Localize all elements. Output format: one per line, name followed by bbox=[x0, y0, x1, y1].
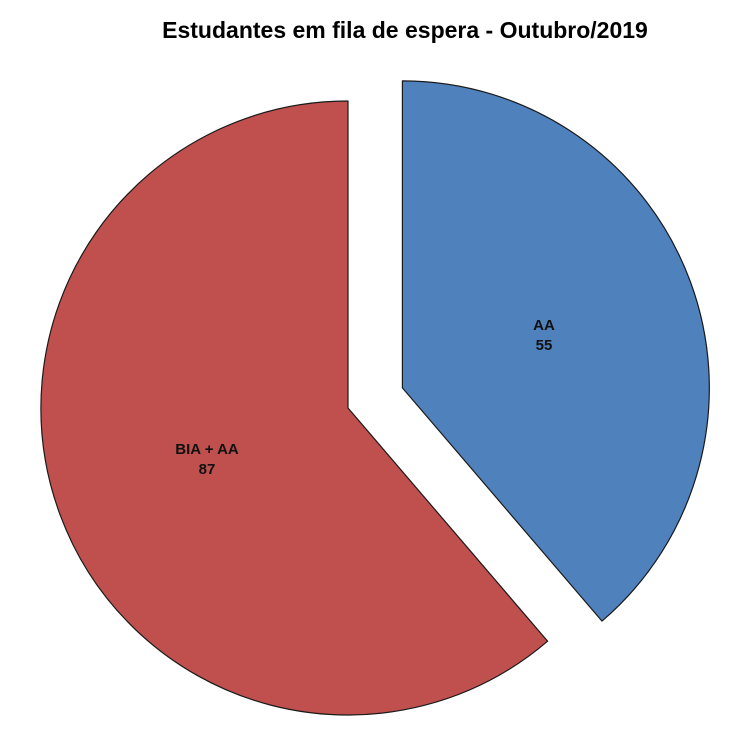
pie-slice-0[interactable] bbox=[401, 80, 710, 622]
chart-title: Estudantes em fila de espera - Outubro/2… bbox=[162, 17, 648, 43]
pie-slice-1[interactable] bbox=[40, 100, 549, 716]
